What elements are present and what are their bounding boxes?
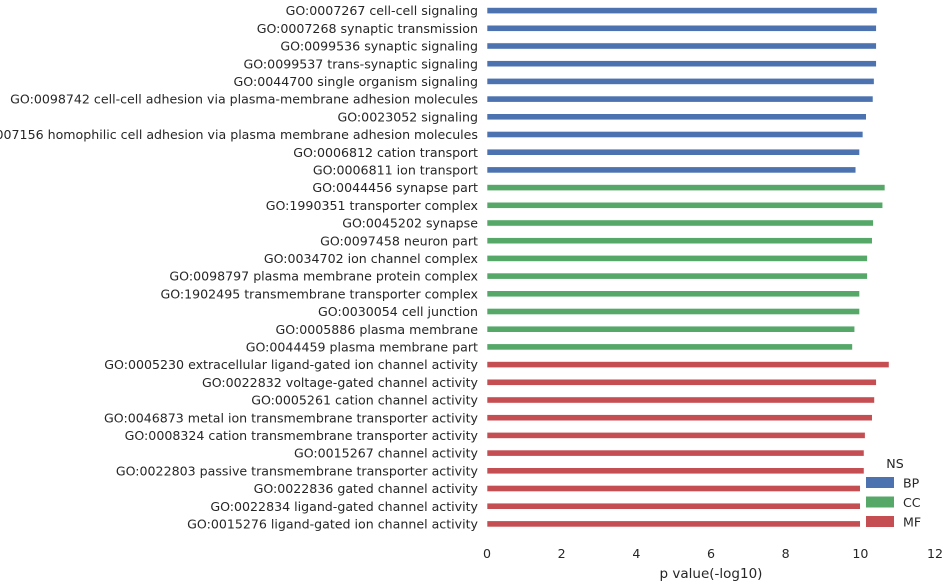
category-label: GO:0005230 extracellular ligand-gated io… — [104, 357, 478, 372]
category-label: GO:0006812 cation transport — [293, 145, 478, 160]
category-labels: GO:0007267 cell-cell signaling GO:0007268… — [0, 3, 479, 531]
category-label: GO:0015267 channel activity — [294, 446, 479, 461]
bar-cc-14 — [486, 255, 868, 262]
category-label: GO:0022834 ligand-gated channel activity — [210, 499, 478, 514]
bar-cc-12 — [486, 219, 874, 227]
bar-cc-13 — [486, 237, 873, 245]
bar-mf-29 — [486, 520, 861, 528]
category-label: GO:1902495 transmembrane transporter com… — [160, 286, 478, 301]
bar-bp-1 — [486, 24, 877, 32]
legend-label-bp: BP — [903, 476, 920, 491]
category-label: GO:0023052 signaling — [337, 109, 478, 124]
bar-mf-25 — [486, 449, 865, 457]
bar-bp-7 — [486, 131, 864, 138]
category-label: GO:0005261 cation channel activity — [251, 393, 478, 408]
x-axis-title: p value(-log10) — [660, 566, 763, 582]
category-label: GO:0008324 cation transmembrane transpor… — [125, 428, 479, 443]
legend-label-mf: MF — [903, 515, 921, 530]
category-label: GO:0046873 metal ion transmembrane trans… — [104, 410, 479, 425]
bar-cc-10 — [486, 184, 886, 191]
category-label: GO:0030054 cell junction — [318, 304, 478, 319]
category-label: GO:0015276 ligand-gated ion channel acti… — [187, 517, 478, 532]
legend-swatch-mf — [866, 516, 894, 527]
bar-cc-15 — [486, 272, 868, 280]
bar-bp-9 — [486, 166, 857, 174]
category-label: GO:0097458 neuron part — [320, 233, 478, 248]
bar-mf-26 — [486, 467, 865, 475]
bar-mf-28 — [486, 502, 861, 510]
bar-mf-22 — [486, 396, 875, 404]
category-label: GO:0045202 synapse — [342, 216, 478, 231]
x-tick-label: 6 — [707, 546, 715, 561]
category-label: GO:0044456 synapse part — [312, 180, 478, 195]
x-tick-label: 12 — [927, 546, 943, 561]
bar-cc-11 — [486, 201, 884, 209]
x-tick-label: 2 — [558, 546, 566, 561]
x-tick-label: 8 — [782, 546, 790, 561]
category-label: GO:0034702 ion channel complex — [264, 251, 479, 266]
bar-bp-5 — [486, 95, 874, 103]
bar-mf-20 — [486, 361, 890, 368]
category-label: GO:0098797 plasma membrane protein compl… — [169, 269, 478, 284]
legend-swatch-bp — [866, 477, 894, 488]
category-label: GO:0007156 homophilic cell adhesion via … — [0, 127, 478, 142]
category-label: GO:0007267 cell-cell signaling — [286, 3, 478, 18]
x-tick-label: 0 — [483, 546, 491, 561]
bar-bp-6 — [486, 113, 867, 121]
category-label: GO:0044700 single organism signaling — [234, 74, 478, 89]
category-label: GO:0099537 trans-synaptic signaling — [243, 56, 478, 71]
bar-bp-4 — [486, 78, 875, 85]
legend-label-cc: CC — [903, 495, 921, 510]
bar-mf-24 — [486, 431, 866, 439]
bar-mf-21 — [486, 378, 877, 386]
bar-bp-2 — [486, 42, 877, 50]
bar-cc-18 — [486, 325, 856, 333]
category-label: GO:0022803 passive transmembrane transpo… — [116, 463, 479, 478]
legend: NS BP CC MF — [866, 456, 921, 530]
bar-mf-27 — [486, 485, 861, 492]
x-tick-label: 4 — [632, 546, 640, 561]
category-label: GO:0044459 plasma membrane part — [246, 340, 478, 355]
category-label: GO:0005886 plasma membrane — [276, 322, 479, 337]
category-label: GO:0022832 voltage-gated channel activit… — [202, 375, 479, 390]
bar-bp-8 — [486, 148, 860, 156]
category-label: GO:1990351 transporter complex — [266, 198, 479, 213]
bar-cc-17 — [486, 308, 860, 315]
bar-cc-16 — [486, 290, 860, 298]
x-tick-label: 10 — [852, 546, 868, 561]
category-label: GO:0099536 synaptic signaling — [280, 39, 478, 54]
bar-bp-3 — [486, 60, 877, 68]
category-label: GO:0098742 cell-cell adhesion via plasma… — [10, 92, 478, 107]
bar-mf-23 — [486, 414, 873, 422]
legend-title: NS — [886, 456, 903, 471]
legend-swatch-cc — [866, 496, 894, 508]
bars-layer — [486, 7, 890, 528]
bar-bp-0 — [486, 7, 878, 14]
category-label: GO:0007268 synaptic transmission — [257, 21, 478, 36]
bar-cc-19 — [486, 343, 853, 351]
category-label: GO:0006811 ion transport — [313, 163, 478, 178]
x-axis: 0 2 4 6 8 10 12 — [483, 546, 943, 561]
category-label: GO:0022836 gated channel activity — [254, 481, 479, 496]
